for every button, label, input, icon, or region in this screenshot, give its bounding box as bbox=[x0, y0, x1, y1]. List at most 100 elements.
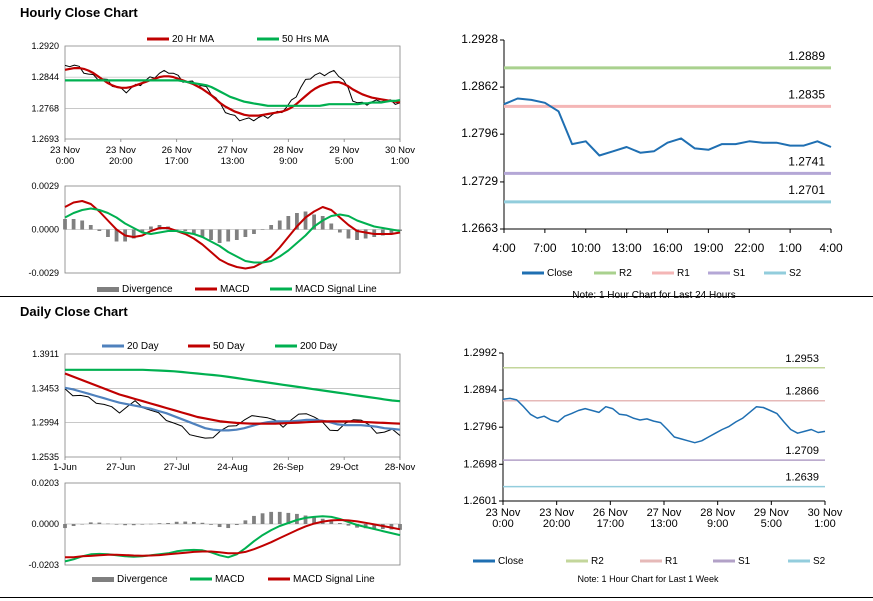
daily-price-x-tick: 26-Sep bbox=[273, 462, 304, 473]
legend-label: S1 bbox=[733, 268, 746, 279]
hourly-macd-divergence-bar bbox=[346, 229, 351, 239]
hourly-macd-signal-line bbox=[64, 207, 401, 264]
hourly-macd-divergence-bar bbox=[217, 229, 222, 243]
legend-swatch bbox=[97, 287, 119, 292]
hourly-macd-divergence-bar bbox=[320, 216, 325, 230]
daily-price-x-tick: 27-Jun bbox=[106, 462, 135, 473]
daily-macd-divergence-bar bbox=[106, 523, 110, 525]
daily-macd-divergence-bar bbox=[209, 524, 213, 525]
hourly-24h-y-tick: 1.2862 bbox=[461, 79, 498, 93]
daily-macd-divergence-bar bbox=[329, 520, 334, 524]
legend-label: 200 Day bbox=[300, 341, 337, 352]
daily-macd-divergence-bar bbox=[183, 521, 188, 524]
legend-label: S2 bbox=[813, 556, 826, 567]
daily-macd-divergence-bar bbox=[80, 524, 85, 525]
hourly-24h-x-tick: 16:00 bbox=[652, 241, 682, 255]
hourly-price-y-tick: 1.2768 bbox=[31, 103, 59, 113]
daily-macd-divergence-bar bbox=[97, 522, 102, 524]
hourly-24h-y-tick: 1.2663 bbox=[461, 221, 498, 235]
daily-macd-divergence-bar bbox=[217, 524, 222, 528]
hourly-price-x-tick: 27 Nov bbox=[217, 145, 247, 156]
hourly-macd-divergence-bar bbox=[295, 213, 299, 230]
hourly-price-x-tick: 17:00 bbox=[165, 156, 189, 167]
daily-macd-divergence-bar bbox=[226, 524, 231, 529]
daily-week-x-tick: 20:00 bbox=[543, 518, 571, 530]
legend-swatch bbox=[92, 577, 114, 582]
daily-macd-divergence-bar bbox=[166, 522, 170, 524]
hourly-price-x-tick: 26 Nov bbox=[162, 145, 192, 156]
hourly-macd-divergence-bar bbox=[389, 229, 394, 234]
daily-macd-divergence-bar bbox=[286, 512, 291, 524]
hourly-price-x-tick: 30 Nov bbox=[385, 145, 415, 156]
daily-week-x-tick: 27 Nov bbox=[647, 507, 682, 519]
daily-week-x-tick: 0:00 bbox=[492, 518, 513, 530]
hourly-macd-y-tick: -0.0029 bbox=[28, 268, 59, 278]
daily-macd-divergence-bar bbox=[123, 524, 128, 526]
daily-week-x-tick: 30 Nov bbox=[808, 507, 843, 519]
daily-note: Note: 1 Hour Chart for Last 1 Week bbox=[578, 574, 719, 584]
hourly-macd-divergence-bar bbox=[97, 229, 102, 231]
daily-week-x-tick: 9:00 bbox=[707, 518, 728, 530]
daily-macd-divergence-bar bbox=[157, 523, 162, 524]
hourly-macd-macd-line bbox=[64, 200, 401, 270]
hourly-macd-divergence-bar bbox=[191, 229, 196, 234]
daily-macd-divergence-bar bbox=[71, 524, 76, 527]
hourly-macd-divergence-bar bbox=[200, 229, 205, 237]
section-divider bbox=[0, 296, 873, 297]
hourly-macd-divergence-bar bbox=[234, 229, 239, 240]
daily-macd-divergence-bar bbox=[149, 523, 153, 525]
daily-price-x-tick: 27-Jul bbox=[164, 462, 190, 473]
hourly-price-ma-line bbox=[64, 67, 401, 117]
daily-macd-divergence-bar bbox=[191, 521, 196, 524]
daily-price-x-tick: 29-Oct bbox=[330, 462, 359, 473]
hourly-macd-divergence-bar bbox=[363, 229, 368, 239]
hourly-price-x-tick: 23 Nov bbox=[106, 145, 136, 156]
daily-price-x-tick: 28-Nov bbox=[385, 462, 416, 473]
hourly-24h-y-tick: 1.2729 bbox=[461, 174, 498, 188]
hourly-macd-divergence-bar bbox=[140, 229, 145, 233]
legend-label: Divergence bbox=[122, 284, 173, 295]
daily-macd-divergence-bar bbox=[131, 524, 136, 526]
daily-price-x-tick: 1-Jun bbox=[53, 462, 77, 473]
hourly-macd-divergence-bar bbox=[286, 216, 291, 230]
daily-week-x-tick: 5:00 bbox=[761, 518, 782, 530]
daily-macd-divergence-bar bbox=[277, 511, 282, 524]
daily-macd-divergence-bar bbox=[346, 524, 351, 526]
daily-week-x-tick: 23 Nov bbox=[486, 507, 521, 519]
hourly-price-x-tick: 20:00 bbox=[109, 156, 133, 167]
hourly-macd-divergence-bar bbox=[63, 219, 67, 230]
legend-label: MACD bbox=[215, 574, 244, 585]
hourly-price-ma-line bbox=[65, 79, 401, 107]
daily-macd-divergence-bar bbox=[295, 513, 299, 524]
hourly-macd-divergence-bar bbox=[114, 229, 119, 242]
daily-macd-divergence-bar bbox=[63, 524, 67, 529]
hourly-price-x-tick: 13:00 bbox=[221, 156, 245, 167]
daily-price-y-tick: 1.3453 bbox=[31, 383, 59, 393]
daily-macd-divergence-bar bbox=[260, 513, 265, 524]
hourly-24h-x-tick: 7:00 bbox=[533, 241, 557, 255]
daily-week-y-tick: 1.2601 bbox=[463, 495, 497, 507]
hourly-24h-y-tick: 1.2928 bbox=[461, 32, 498, 46]
daily-macd-y-tick: 0.0203 bbox=[31, 478, 59, 488]
daily-macd-y-tick: 0.0000 bbox=[31, 519, 59, 529]
hourly-price-x-tick: 9:00 bbox=[279, 156, 298, 167]
hourly-price-x-tick: 29 Nov bbox=[329, 145, 359, 156]
legend-label: R1 bbox=[665, 556, 678, 567]
hourly-macd-divergence-bar bbox=[174, 229, 179, 230]
hourly-macd-divergence-bar bbox=[88, 225, 93, 230]
daily-week-x-tick: 29 Nov bbox=[754, 507, 789, 519]
legend-label: Divergence bbox=[117, 574, 168, 585]
daily-macd-divergence-bar bbox=[114, 524, 119, 525]
hourly-macd-divergence-bar bbox=[71, 219, 76, 230]
daily-macd-y-tick: -0.0203 bbox=[28, 560, 59, 570]
hourly-24h-level-label: 1.2701 bbox=[788, 183, 825, 197]
legend-label: S2 bbox=[789, 268, 802, 279]
hourly-price-x-tick: 1:00 bbox=[391, 156, 410, 167]
legend-label: Close bbox=[547, 268, 573, 279]
daily-week-x-tick: 1:00 bbox=[814, 518, 835, 530]
hourly-macd-divergence-bar bbox=[106, 229, 110, 237]
hourly-macd-divergence-bar bbox=[243, 229, 248, 237]
daily-macd-divergence-bar bbox=[234, 524, 239, 526]
hourly-price-y-tick: 1.2920 bbox=[31, 41, 59, 51]
